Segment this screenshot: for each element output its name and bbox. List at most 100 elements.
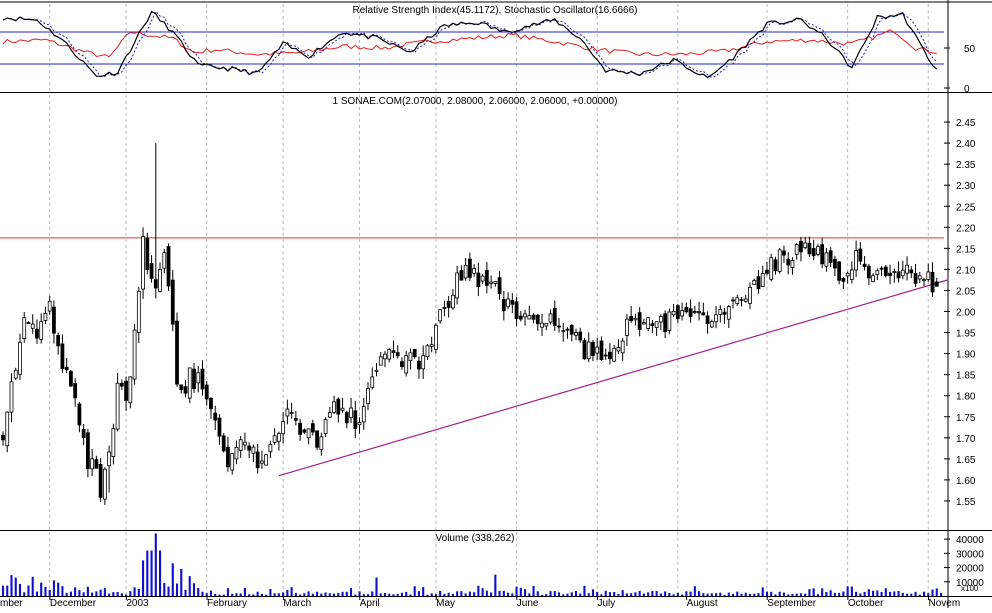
candle-body [247,445,252,451]
price-candle [238,435,243,458]
price-candle [361,397,366,430]
candle-body [714,314,718,323]
price-candle [217,414,222,445]
candle-body [535,314,540,325]
candle-body [743,298,748,302]
price-candle [434,322,438,354]
price-candle [230,452,235,475]
price-candle [170,270,175,332]
candle-body [145,237,150,270]
volume-tick-label: 30000 [956,549,984,560]
candle-body [276,433,281,442]
date-axis: mber December 2003 February March April May Jun… [0,596,960,609]
candle-body [366,388,370,405]
candle-body [281,421,286,435]
price-candle [518,310,523,322]
candle-body [671,311,676,316]
candle-body [26,322,31,324]
volume-tick-label: 20000 [956,564,984,575]
price-candle [1,431,5,446]
price-candle [574,328,578,341]
candle-body [128,376,133,404]
price-candle [107,445,111,493]
price-candle [620,337,625,361]
volume-y-ticks: 10000 20000 30000 40000 [944,535,984,589]
price-candle [608,343,612,365]
price-candle [179,384,184,394]
price-candle [875,268,880,281]
price-candle [701,302,706,316]
oscillator-title: Relative Strength Index(45.1172), Stocha… [353,5,638,16]
candle-body [272,435,277,443]
price-candle [845,271,850,284]
price-candle [446,295,451,318]
price-candle [77,401,82,433]
price-candle [705,311,710,334]
candle-body [518,315,523,320]
candle-body [387,349,392,360]
price-candle [166,243,171,291]
candle-body [913,273,918,284]
candle-body [221,435,226,452]
candle-body [705,315,710,325]
price-candle [391,340,396,358]
price-candle [136,287,141,344]
price-candle [175,312,179,387]
price-candle [926,263,931,282]
price-candle [5,411,10,453]
candle-body [680,310,684,317]
price-candle [124,376,128,411]
candle-body [349,407,353,419]
candle-body [782,250,786,256]
price-candle [765,261,769,276]
price-candle [794,243,799,260]
price-candle [866,263,871,286]
price-candle [115,372,120,432]
candle-body [344,412,349,424]
candle-body [425,345,430,358]
candle-body [506,298,510,308]
price-candle [251,444,256,463]
candle-body [340,407,345,411]
candle-body [43,312,48,321]
price-candle [888,264,892,285]
candle-body [824,252,829,267]
candle-body [599,340,604,361]
price-candle [820,237,825,269]
price-candle [90,448,95,477]
candle-body [934,281,939,287]
price-candle [489,275,493,289]
price-candle [862,256,867,271]
candle-body [56,334,61,347]
price-tick-label: 1.55 [956,497,976,508]
candle-body [862,263,867,268]
candle-body [637,312,642,330]
price-candle [739,297,744,307]
price-tick-label: 1.65 [956,455,976,466]
price-candle [387,348,392,363]
price-candle [13,367,18,381]
candle-body [930,271,935,293]
candle-body [170,279,175,325]
candle-body [217,417,222,437]
candle-body [833,258,837,269]
price-candle [332,395,336,415]
price-candle [162,248,167,274]
candle-body [310,423,315,433]
candle-body [569,324,574,335]
price-candle [340,397,345,414]
candle-body [922,279,926,281]
price-candle [803,236,808,250]
price-tick-label: 2.45 [956,118,976,129]
candle-body [22,317,27,339]
candle-body [739,299,744,301]
price-candle [56,332,61,355]
candle-body [731,299,735,302]
candle-body [98,463,103,498]
price-candle [472,264,477,277]
candle-body [77,403,82,426]
price-candle [442,300,447,317]
price-candle [289,402,294,419]
date-tick-label: October [848,598,884,608]
